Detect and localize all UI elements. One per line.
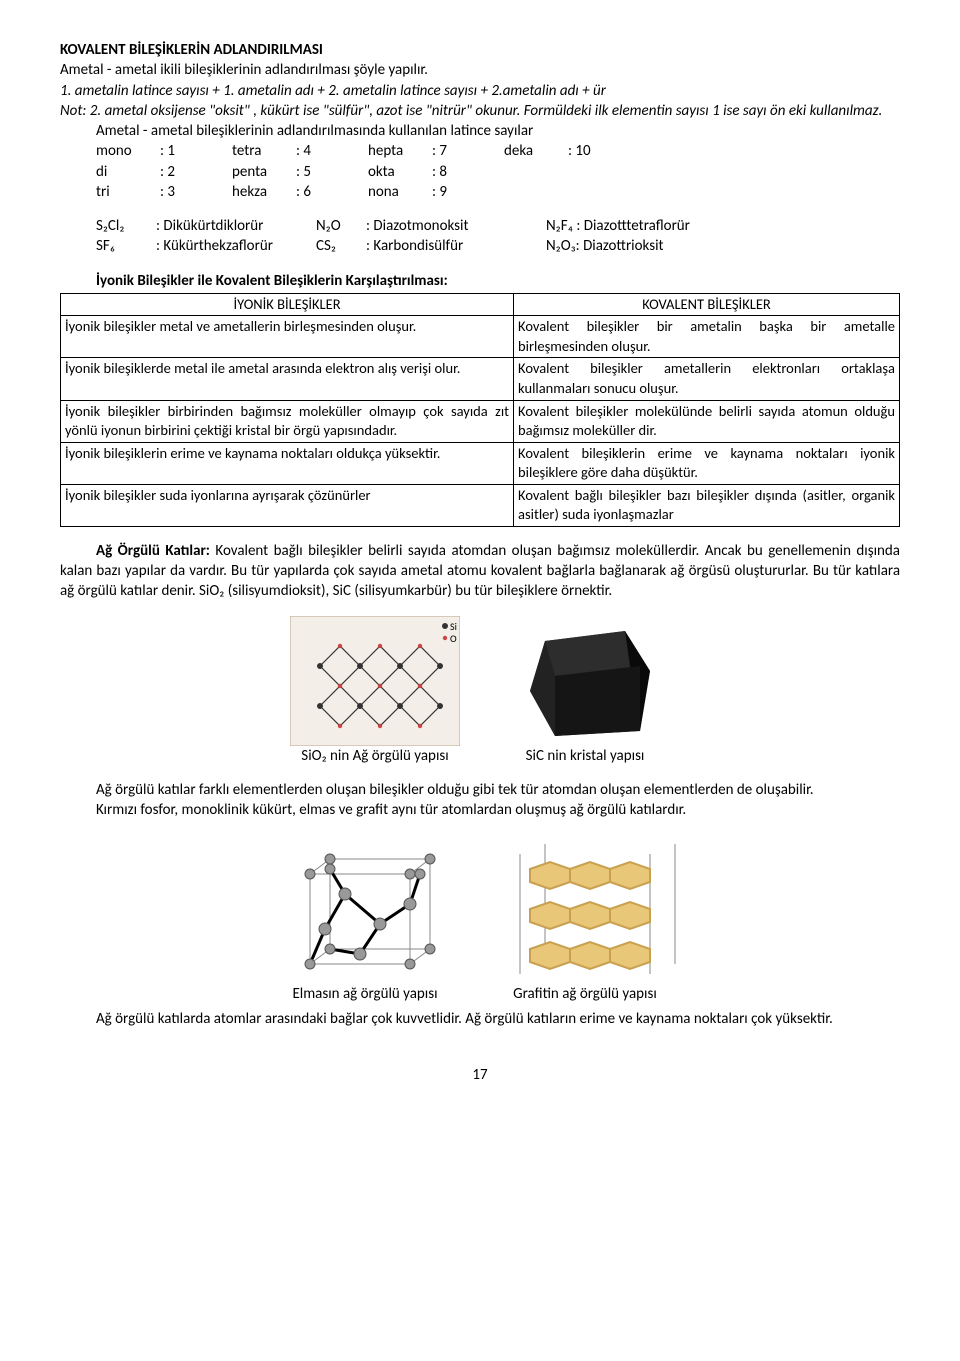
note-label: Not: [60, 102, 86, 120]
table-cell: Kovalent bileşikler ametallerin elektron… [514, 358, 900, 400]
compound-formula: SF₆ [96, 236, 156, 256]
prefix-cell: tetra [232, 141, 296, 161]
svg-text:O: O [450, 632, 457, 645]
table-cell: İyonik bileşikler suda iyonlarına ayrışa… [61, 484, 514, 526]
prefix-cell: : 3 [160, 182, 232, 202]
diamond-figure: Elmasın ağ örgülü yapısı [280, 834, 450, 1004]
prefix-intro: Ametal - ametal bileşiklerinin adlandırı… [60, 121, 900, 141]
sio2-caption: SiO₂ nin Ağ örgülü yapısı [290, 746, 460, 766]
table-cell: İyonik bileşikler birbirinden bağımsız m… [61, 400, 514, 442]
prefix-cell: deka [504, 141, 568, 161]
prefix-cell: : 1 [160, 141, 232, 161]
naming-rule: 1. ametalin latince sayısı + 1. ametalin… [60, 81, 900, 101]
prefix-cell: nona [368, 182, 432, 202]
sio2-structure-icon: Si O [290, 616, 460, 746]
compound-formula: S₂Cl₂ [96, 216, 156, 236]
comparison-title: İyonik Bileşikler ile Kovalent Bileşikle… [60, 271, 900, 291]
table-cell: Kovalent bağlı bileşikler bazı bileşikle… [514, 484, 900, 526]
prefix-cell: : 8 [432, 162, 504, 182]
compound-rest: N₂O₃: Diazottrioksit [546, 236, 664, 256]
table-cell: İyonik bileşiklerde metal ile ametal ara… [61, 358, 514, 400]
prefix-cell: okta [368, 162, 432, 182]
table-cell: İyonik bileşiklerin erime ve kaynama nok… [61, 442, 514, 484]
prefix-cell: hekza [232, 182, 296, 202]
sic-crystal-icon [500, 616, 670, 746]
prefix-row-2: di : 2 penta : 5 okta : 8 [96, 162, 900, 182]
image-row-2: Elmasın ağ örgülü yapısı [60, 834, 900, 1004]
prefix-cell: : 6 [296, 182, 368, 202]
comparison-table: İYONİK BİLEŞİKLER KOVALENT BİLEŞİKLER İy… [60, 293, 900, 527]
prefix-cell: : 4 [296, 141, 368, 161]
graphite-structure-icon [490, 834, 680, 984]
note-line: Not: 2. ametal oksijense "oksit" , kükür… [60, 101, 900, 121]
prefix-cell: : 5 [296, 162, 368, 182]
prefix-cell: : 2 [160, 162, 232, 182]
prefix-row-3: tri : 3 hekza : 6 nona : 9 [96, 182, 900, 202]
table-cell: Kovalent bileşikler molekülünde belirli … [514, 400, 900, 442]
table-header-left: İYONİK BİLEŞİKLER [61, 293, 514, 316]
prefix-cell: : 10 [568, 141, 640, 161]
compound-rest: N₂F₄ : Diazotttetraflorür [546, 216, 690, 236]
sio2-figure: Si O SiO₂ nin Ağ örgülü yapısı [290, 616, 460, 766]
prefix-cell: : 7 [432, 141, 504, 161]
compound-name: : Dikükürtdiklorür [156, 216, 316, 236]
diamond-structure-icon [280, 834, 450, 984]
prefix-cell: tri [96, 182, 160, 202]
table-cell: Kovalent bileşiklerin erime ve kaynama n… [514, 442, 900, 484]
prefix-cell: hepta [368, 141, 432, 161]
compound-name: : Karbondisülfür [366, 236, 546, 256]
para-elements: Ağ örgülü katılar farklı elementlerden o… [60, 780, 900, 800]
graphite-caption: Grafitin ağ örgülü yapısı [490, 984, 680, 1004]
para-examples: Kırmızı fosfor, monoklinik kükürt, elmas… [60, 800, 900, 820]
doc-title: KOVALENT BİLEŞİKLERİN ADLANDIRILMASI [60, 40, 900, 60]
ag-orgulu-paragraph: Ağ Örgülü Katılar: Kovalent bağlı bileşi… [60, 541, 900, 602]
note-text: 2. ametal oksijense "oksit" , kükürt ise… [86, 102, 882, 120]
image-row-1: Si O SiO₂ nin Ağ örgülü yapısı SiC nin k… [60, 616, 900, 766]
sic-caption: SiC nin kristal yapısı [500, 746, 670, 766]
page-number: 17 [60, 1065, 900, 1085]
prefix-row-1: mono : 1 tetra : 4 hepta : 7 deka : 10 [96, 141, 900, 161]
intro-line: Ametal - ametal ikili bileşiklerinin adl… [60, 60, 900, 80]
sic-figure: SiC nin kristal yapısı [500, 616, 670, 766]
compound-row-1: S₂Cl₂ : Dikükürtdiklorür N₂O : Diazotmon… [96, 216, 900, 236]
compound-row-2: SF₆ : Kükürthekzaflorür CS₂ : Karbondisü… [96, 236, 900, 256]
graphite-figure: Grafitin ağ örgülü yapısı [490, 834, 680, 1004]
compound-name: : Diazotmonoksit [366, 216, 546, 236]
prefix-cell: : 9 [432, 182, 504, 202]
table-cell: İyonik bileşikler metal ve ametallerin b… [61, 316, 514, 358]
final-paragraph: Ağ örgülü katılarda atomlar arasındaki b… [60, 1009, 900, 1029]
table-cell: Kovalent bileşikler bir ametalin başka b… [514, 316, 900, 358]
prefix-cell: penta [232, 162, 296, 182]
compound-formula: N₂O [316, 216, 366, 236]
compound-formula: CS₂ [316, 236, 366, 256]
compound-name: : Kükürthekzaflorür [156, 236, 316, 256]
prefix-cell: mono [96, 141, 160, 161]
diamond-caption: Elmasın ağ örgülü yapısı [280, 984, 450, 1004]
ag-title: Ağ Örgülü Katılar: [96, 542, 215, 560]
table-header-right: KOVALENT BİLEŞİKLER [514, 293, 900, 316]
prefix-cell: di [96, 162, 160, 182]
